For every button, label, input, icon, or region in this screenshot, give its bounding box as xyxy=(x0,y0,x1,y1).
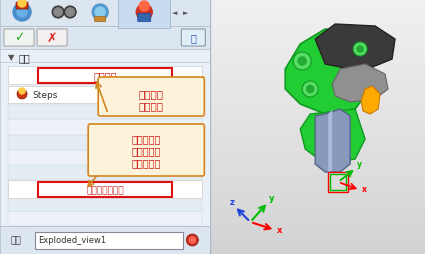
FancyBboxPatch shape xyxy=(37,30,67,47)
Text: 部件位置: 部件位置 xyxy=(139,101,164,110)
Text: 名称: 名称 xyxy=(10,235,21,245)
Text: 必选: 必选 xyxy=(18,53,30,63)
FancyBboxPatch shape xyxy=(181,30,205,47)
Text: y: y xyxy=(357,159,362,168)
Polygon shape xyxy=(361,87,380,115)
Polygon shape xyxy=(315,25,395,70)
Circle shape xyxy=(136,5,152,21)
FancyBboxPatch shape xyxy=(8,135,202,150)
FancyBboxPatch shape xyxy=(8,165,202,181)
FancyBboxPatch shape xyxy=(8,181,202,196)
FancyBboxPatch shape xyxy=(8,211,202,226)
Circle shape xyxy=(92,5,108,21)
Text: ⓘ: ⓘ xyxy=(190,33,196,43)
Circle shape xyxy=(52,7,64,19)
Text: 输入部件距: 输入部件距 xyxy=(132,133,161,144)
FancyBboxPatch shape xyxy=(38,69,172,84)
Text: Steps: Steps xyxy=(32,90,57,99)
Polygon shape xyxy=(332,65,388,103)
FancyBboxPatch shape xyxy=(0,50,210,226)
Polygon shape xyxy=(285,30,375,115)
Circle shape xyxy=(357,47,363,53)
Text: 由自动爆炸添加: 由自动爆炸添加 xyxy=(86,185,124,194)
FancyBboxPatch shape xyxy=(88,124,204,176)
Text: y: y xyxy=(269,193,275,202)
FancyBboxPatch shape xyxy=(95,18,106,22)
Circle shape xyxy=(17,90,27,100)
Polygon shape xyxy=(328,110,332,172)
FancyBboxPatch shape xyxy=(0,0,210,27)
Circle shape xyxy=(66,9,74,17)
FancyBboxPatch shape xyxy=(0,27,210,50)
Text: ◄: ◄ xyxy=(172,10,177,16)
Text: 义部件位置: 义部件位置 xyxy=(132,157,161,167)
Circle shape xyxy=(64,7,76,19)
FancyBboxPatch shape xyxy=(8,196,202,211)
Text: ►: ► xyxy=(183,10,188,16)
Circle shape xyxy=(302,82,318,98)
Text: ✓: ✓ xyxy=(14,31,24,44)
Text: 手动定义: 手动定义 xyxy=(139,89,164,99)
Circle shape xyxy=(18,0,26,8)
FancyBboxPatch shape xyxy=(118,0,170,29)
Circle shape xyxy=(306,86,314,93)
Text: 添加步骤: 添加步骤 xyxy=(94,71,117,81)
Circle shape xyxy=(298,58,306,66)
FancyBboxPatch shape xyxy=(98,78,204,117)
FancyBboxPatch shape xyxy=(8,150,202,165)
Text: ✗: ✗ xyxy=(47,31,57,44)
FancyBboxPatch shape xyxy=(16,3,28,10)
Polygon shape xyxy=(300,109,365,164)
FancyBboxPatch shape xyxy=(8,120,202,135)
Text: ▼: ▼ xyxy=(8,53,14,62)
Circle shape xyxy=(13,4,31,22)
Text: Exploded_view1: Exploded_view1 xyxy=(38,235,106,245)
FancyBboxPatch shape xyxy=(38,182,172,197)
Circle shape xyxy=(95,8,105,18)
FancyBboxPatch shape xyxy=(138,14,151,22)
Circle shape xyxy=(139,2,149,12)
FancyBboxPatch shape xyxy=(8,180,202,198)
Circle shape xyxy=(54,9,62,17)
FancyBboxPatch shape xyxy=(0,226,210,254)
Polygon shape xyxy=(315,109,350,172)
Circle shape xyxy=(353,43,367,57)
Text: x: x xyxy=(277,225,283,234)
FancyBboxPatch shape xyxy=(8,105,202,120)
Text: z: z xyxy=(230,197,234,206)
Circle shape xyxy=(293,53,311,71)
FancyBboxPatch shape xyxy=(4,30,34,47)
Circle shape xyxy=(17,8,27,18)
FancyBboxPatch shape xyxy=(8,67,202,85)
Circle shape xyxy=(189,237,196,243)
FancyBboxPatch shape xyxy=(8,87,202,104)
Circle shape xyxy=(186,234,198,246)
Text: x: x xyxy=(362,184,367,193)
Text: 离后自动定: 离后自动定 xyxy=(132,146,161,155)
FancyBboxPatch shape xyxy=(35,232,183,249)
Circle shape xyxy=(19,89,25,95)
